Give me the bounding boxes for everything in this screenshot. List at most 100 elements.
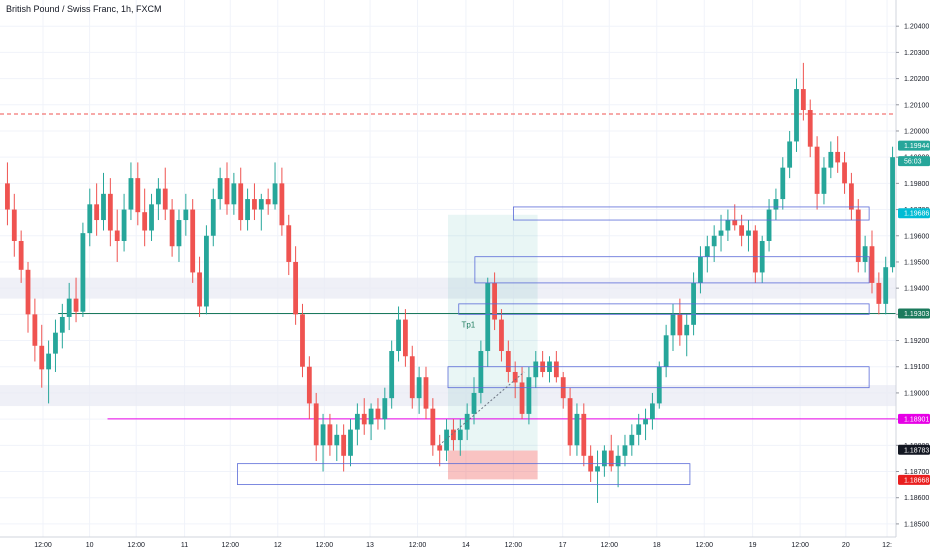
candle-body [320, 424, 326, 446]
candle-body [622, 445, 628, 456]
candle-body [814, 146, 820, 194]
price-tick-label: 1.20400 [904, 24, 929, 31]
candle-body [258, 199, 264, 210]
chart-title: British Pound / Swiss Franc, 1h, FXCM [6, 4, 162, 14]
candle-body [848, 183, 854, 210]
time-tick-label: 13 [366, 542, 374, 549]
candle-body [670, 314, 676, 336]
order-block-box [513, 206, 870, 221]
candle-body [293, 261, 299, 315]
candle-body [835, 151, 841, 163]
candle-body [73, 298, 79, 312]
candle-body [313, 403, 319, 446]
price-tag-label: 1.19303 [904, 311, 929, 318]
candle-body [615, 455, 621, 467]
candle-body [773, 199, 779, 210]
candle-body [306, 366, 312, 404]
price-tag-label: 1.19686 [904, 211, 929, 218]
candle-body [423, 377, 429, 409]
price-tick-label: 1.19800 [904, 181, 929, 188]
candle-body [800, 89, 806, 111]
time-tick-label: 12:00 [316, 542, 334, 549]
candle-body [224, 178, 230, 205]
time-tick-label: 12:00 [34, 542, 52, 549]
candle-body [286, 225, 292, 262]
time-tick-label: 12:00 [601, 542, 619, 549]
candle-body [732, 220, 738, 226]
candle-body [128, 178, 134, 210]
candle-body [231, 183, 237, 205]
time-tick-label: 10 [86, 542, 94, 549]
candle-body [149, 204, 154, 231]
candle-body [869, 246, 875, 283]
candle-body [354, 413, 360, 430]
candle-body [787, 141, 793, 168]
candle-body [87, 204, 93, 234]
candle-body [5, 183, 10, 210]
price-levels [0, 113, 896, 420]
candle-body [499, 319, 504, 352]
candle-body [46, 353, 52, 370]
candle-body [512, 371, 518, 383]
candle-body [155, 188, 161, 205]
candle-body [135, 178, 141, 213]
candle-body [553, 361, 559, 378]
candle-body [210, 199, 216, 236]
time-tick-label: 20 [842, 542, 850, 549]
price-tag-label: 1.19944 [904, 143, 929, 150]
candle-body [855, 209, 861, 262]
candle-body [204, 235, 209, 307]
candle-body [183, 209, 189, 221]
time-tick-label: 12:00 [127, 542, 145, 549]
time-tick-label: 14 [462, 542, 470, 549]
price-tag-label: 1.18901 [904, 416, 929, 423]
candle-body [396, 319, 401, 352]
candle-body [169, 209, 175, 247]
candle-body [526, 377, 532, 414]
price-tick-label: 1.20000 [904, 128, 929, 135]
price-tick-label: 1.19600 [904, 233, 929, 240]
candle-body [746, 230, 751, 236]
price-tags: 1.19944 56:03 1.19686 1.19303 1.18901 1.18783… [898, 140, 930, 485]
candle-body [567, 398, 573, 446]
candle-body [457, 429, 463, 441]
candle-body [39, 345, 45, 370]
candle-body [636, 424, 642, 435]
target-zone [448, 214, 538, 451]
candle-body [327, 424, 333, 446]
candle-body [862, 246, 868, 262]
candle-body [677, 314, 683, 336]
price-tick-label: 1.20200 [904, 76, 929, 83]
candle-body [348, 429, 353, 456]
candle-body [601, 450, 607, 467]
candle-body [821, 167, 827, 194]
candle-body [80, 233, 86, 312]
candle-body [718, 230, 724, 236]
candle-body [444, 429, 449, 451]
candle-body [389, 351, 395, 399]
candle-body [101, 193, 106, 221]
candle-body [780, 167, 786, 200]
price-tick-label: 1.19000 [904, 390, 929, 397]
candle-body [382, 398, 388, 420]
candle-body [828, 151, 834, 168]
order-block-box [237, 463, 691, 486]
candle-body [409, 356, 415, 399]
time-tick-label: 12:00 [222, 542, 240, 549]
candle-body [430, 408, 436, 446]
candle-body [368, 408, 374, 425]
price-tick-label: 1.19200 [904, 338, 929, 345]
candle-body [265, 199, 271, 205]
candle-body [505, 351, 511, 372]
candle-body [574, 413, 580, 446]
candle-body [519, 382, 525, 414]
candle-body [471, 392, 477, 414]
tp-label: Tp1 [461, 320, 475, 329]
candle-body [272, 183, 278, 205]
candle-body [53, 332, 58, 354]
candle-body [402, 319, 408, 357]
candle-body [107, 193, 113, 231]
candle-body [66, 298, 72, 317]
